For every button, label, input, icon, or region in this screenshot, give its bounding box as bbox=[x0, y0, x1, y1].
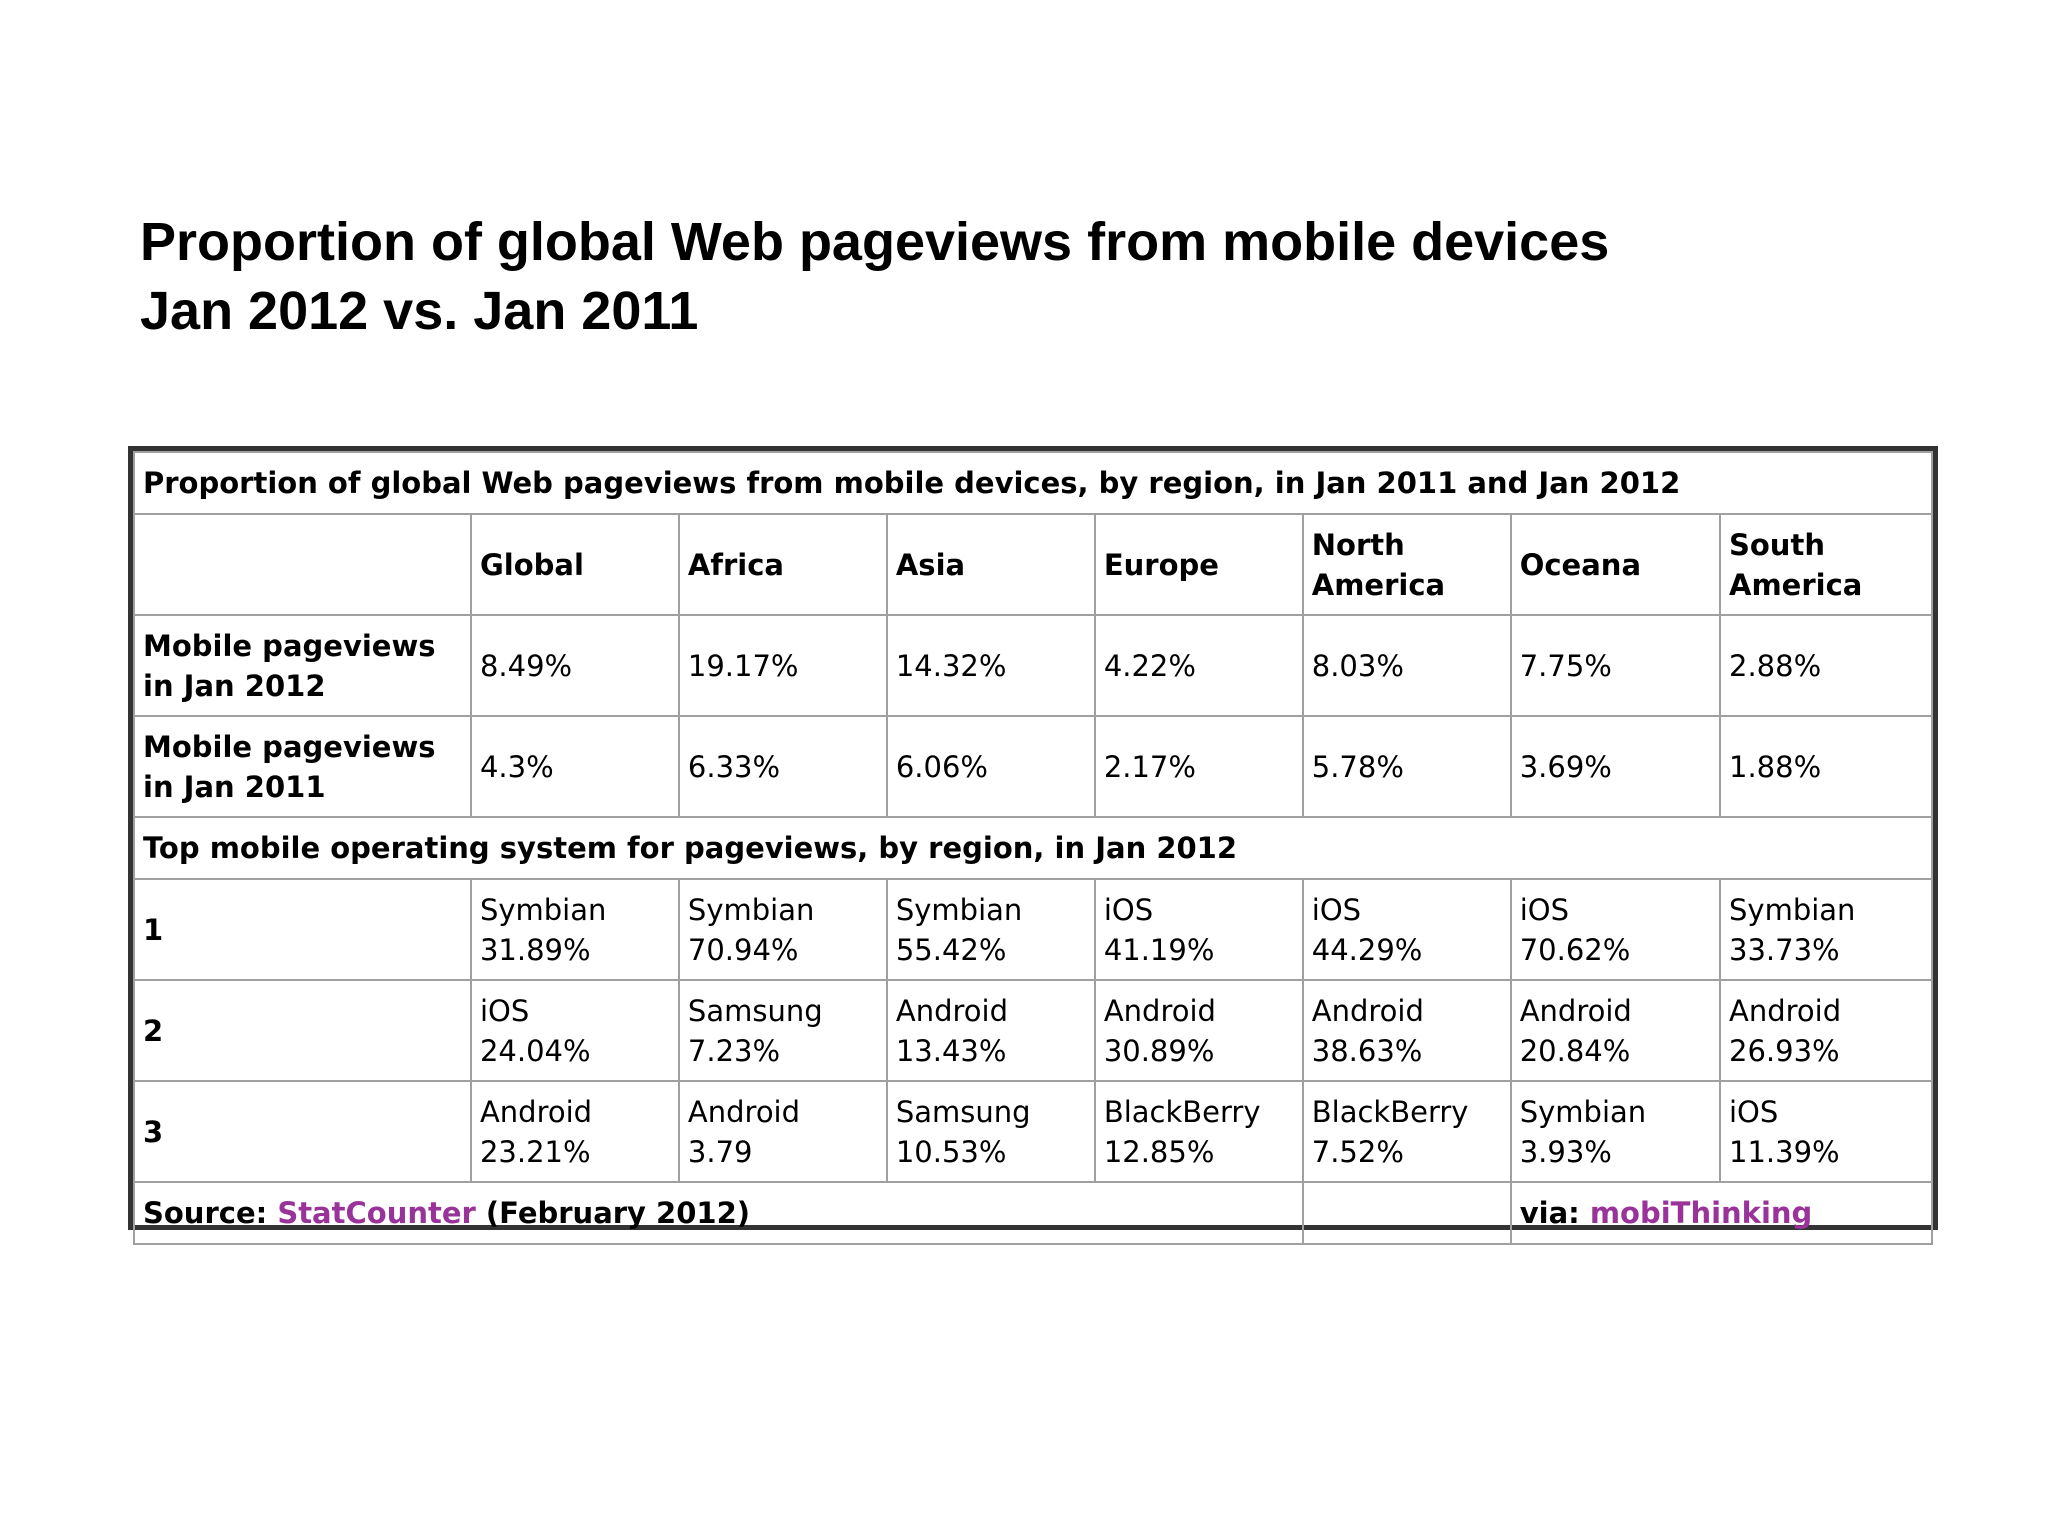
statcounter-link[interactable]: StatCounter bbox=[277, 1196, 476, 1230]
table-cell: 2.88% bbox=[1719, 614, 1933, 717]
table-cell: iOS 24.04% bbox=[469, 979, 680, 1082]
table-cell: 3.69% bbox=[1509, 715, 1722, 818]
via-prefix: via: bbox=[1519, 1196, 1590, 1230]
column-header-europe: Europe bbox=[1093, 513, 1304, 616]
slide-title-line-2: Jan 2012 vs. Jan 2011 bbox=[140, 281, 699, 341]
table-cell: BlackBerry 7.52% bbox=[1301, 1080, 1512, 1183]
column-header-africa: Africa bbox=[677, 513, 888, 616]
column-header-asia: Asia bbox=[885, 513, 1096, 616]
rank-label: 3 bbox=[133, 1080, 472, 1183]
table-cell: Symbian 3.93% bbox=[1509, 1080, 1722, 1183]
table-cell: iOS 44.29% bbox=[1301, 878, 1512, 981]
table-cell: Symbian 31.89% bbox=[469, 878, 680, 981]
table-cell: 6.06% bbox=[885, 715, 1096, 818]
os-section-title: Top mobile operating system for pageview… bbox=[133, 816, 1933, 880]
header-empty-cell bbox=[133, 513, 472, 616]
table-cell: iOS 11.39% bbox=[1719, 1080, 1933, 1183]
table-footer-row: Source: StatCounter (February 2012) via:… bbox=[133, 1181, 1934, 1245]
table-cell: Android 13.43% bbox=[885, 979, 1096, 1082]
table-cell: Android 38.63% bbox=[1301, 979, 1512, 1082]
table-caption: Proportion of global Web pageviews from … bbox=[133, 451, 1933, 515]
table-cell: 6.33% bbox=[677, 715, 888, 818]
table-cell: Symbian 55.42% bbox=[885, 878, 1096, 981]
row-label-jan-2011: Mobile pageviews in Jan 2011 bbox=[133, 715, 472, 818]
slide-title: Proportion of global Web pageviews from … bbox=[140, 208, 1940, 346]
table-cell: BlackBerry 12.85% bbox=[1093, 1080, 1304, 1183]
table-cell: 19.17% bbox=[677, 614, 888, 717]
table-cell: Android 20.84% bbox=[1509, 979, 1722, 1082]
table-row-rank-3: 3 Android 23.21% Android 3.79 Samsung 10.53… bbox=[133, 1080, 1933, 1183]
table-cell: 14.32% bbox=[885, 614, 1096, 717]
table-cell: 8.03% bbox=[1301, 614, 1512, 717]
column-header-south-america: South America bbox=[1719, 513, 1933, 616]
table-cell: Android 3.79 bbox=[677, 1080, 888, 1183]
table-row-rank-2: 2 iOS 24.04% Samsung 7.23% Android 13.43% A… bbox=[133, 979, 1933, 1082]
table-cell: 2.17% bbox=[1093, 715, 1304, 818]
table-cell: Samsung 10.53% bbox=[885, 1080, 1096, 1183]
table-row-rank-1: 1 Symbian 31.89% Symbian 70.94% Symbian 55.… bbox=[133, 878, 1933, 981]
table-cell: Symbian 33.73% bbox=[1719, 878, 1933, 981]
column-header-global: Global bbox=[469, 513, 680, 616]
table-cell: Android 30.89% bbox=[1093, 979, 1304, 1082]
table-cell: Android 26.93% bbox=[1719, 979, 1933, 1082]
column-header-oceana: Oceana bbox=[1509, 513, 1722, 616]
mobithinking-link[interactable]: mobiThinking bbox=[1589, 1196, 1813, 1230]
row-label-jan-2012: Mobile pageviews in Jan 2012 bbox=[133, 614, 472, 717]
table-header-row: Global Africa Asia Europe North America O… bbox=[133, 513, 1933, 616]
table-cell: 7.75% bbox=[1509, 614, 1722, 717]
table-row-jan-2012: Mobile pageviews in Jan 2012 8.49% 19.17%… bbox=[133, 614, 1933, 717]
table-cell: Symbian 70.94% bbox=[677, 878, 888, 981]
rank-label: 2 bbox=[133, 979, 472, 1082]
source-cell: Source: StatCounter (February 2012) bbox=[133, 1181, 1304, 1245]
rank-label: 1 bbox=[133, 878, 472, 981]
data-table-frame: Proportion of global Web pageviews from … bbox=[128, 446, 1938, 1245]
table-cell: 5.78% bbox=[1301, 715, 1512, 818]
table-cell: 4.22% bbox=[1093, 614, 1304, 717]
mobile-pageviews-table: Proportion of global Web pageviews from … bbox=[133, 451, 1934, 1245]
table-cell: Samsung 7.23% bbox=[677, 979, 888, 1082]
footer-empty-cell bbox=[1301, 1181, 1512, 1245]
table-cell: iOS 70.62% bbox=[1509, 878, 1722, 981]
slide-title-line-1: Proportion of global Web pageviews from … bbox=[140, 212, 1610, 272]
table-cell: 1.88% bbox=[1719, 715, 1933, 818]
table-cell: Android 23.21% bbox=[469, 1080, 680, 1183]
table-cell: 8.49% bbox=[469, 614, 680, 717]
source-suffix: (February 2012) bbox=[475, 1196, 751, 1230]
table-cell: 4.3% bbox=[469, 715, 680, 818]
source-prefix: Source: bbox=[143, 1196, 278, 1230]
table-row-jan-2011: Mobile pageviews in Jan 2011 4.3% 6.33% 6… bbox=[133, 715, 1933, 818]
via-cell: via: mobiThinking bbox=[1509, 1181, 1934, 1245]
column-header-north-america: North America bbox=[1301, 513, 1512, 616]
table-cell: iOS 41.19% bbox=[1093, 878, 1304, 981]
